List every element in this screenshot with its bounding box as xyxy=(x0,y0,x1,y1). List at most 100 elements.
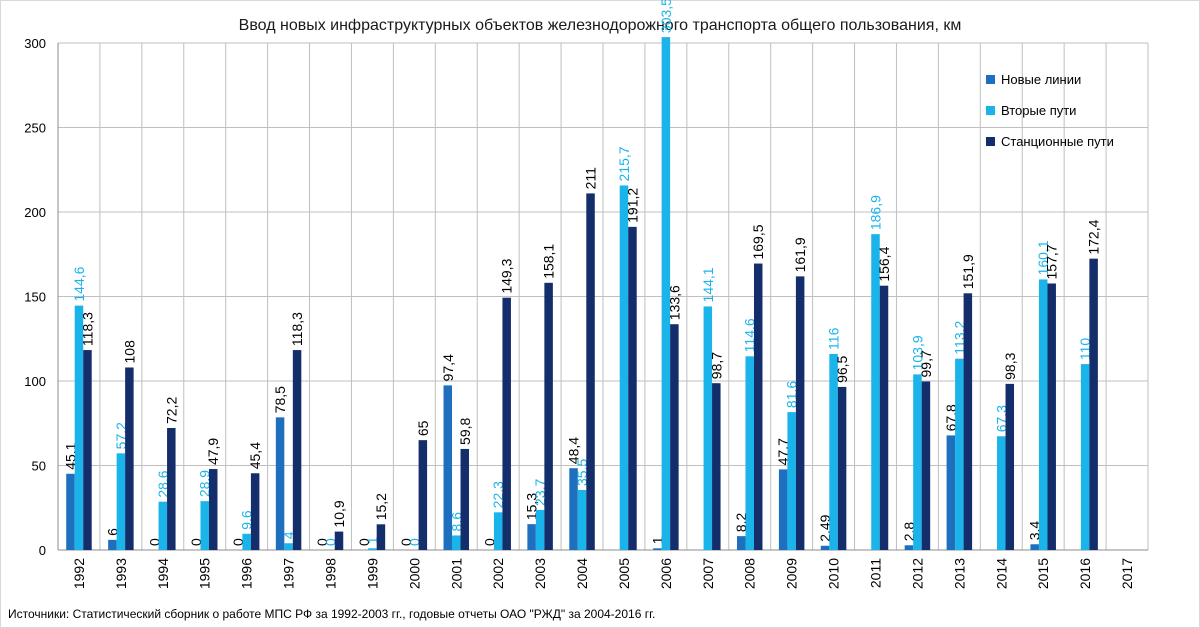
y-tick-label: 50 xyxy=(32,459,46,474)
data-label: 0 xyxy=(188,538,204,546)
bar-2 xyxy=(787,412,796,550)
x-tick-label: 1997 xyxy=(281,558,297,589)
legend-item-new-lines: Новые линии xyxy=(986,64,1114,95)
bar-3 xyxy=(83,350,92,550)
bar-3 xyxy=(586,193,595,550)
data-label: 67,3 xyxy=(993,405,1009,432)
x-tick-label: 2014 xyxy=(993,558,1009,589)
data-label: 35,5 xyxy=(574,459,590,486)
bar-3 xyxy=(460,448,470,550)
data-label: 45,4 xyxy=(247,442,263,469)
legend-item-second-tracks: Вторые пути xyxy=(986,95,1114,126)
data-label: 78,5 xyxy=(272,386,288,413)
bar-3 xyxy=(125,367,134,550)
data-label: 144,6 xyxy=(71,266,87,301)
bar-1 xyxy=(527,524,536,550)
data-label: 2,8 xyxy=(901,522,917,542)
data-label: 118,3 xyxy=(79,312,95,346)
y-tick-label: 250 xyxy=(24,121,46,136)
bar-2 xyxy=(200,501,209,550)
x-tick-label: 2009 xyxy=(784,558,800,589)
bar-3 xyxy=(544,282,553,550)
data-label: 15,2 xyxy=(373,493,389,520)
legend-swatch-second-tracks xyxy=(986,106,995,115)
data-label: 161,9 xyxy=(792,237,808,272)
y-tick-label: 200 xyxy=(24,205,46,220)
bar-3 xyxy=(670,324,679,550)
x-tick-label: 2002 xyxy=(490,558,506,589)
data-label: 8,2 xyxy=(733,512,749,532)
bar-3 xyxy=(292,350,302,550)
x-tick-label: 2012 xyxy=(909,558,925,589)
bar-3 xyxy=(921,381,931,550)
data-label: 303,5 xyxy=(658,0,674,33)
bar-2 xyxy=(913,374,922,550)
x-tick-label: 2004 xyxy=(574,558,590,589)
x-tick-label: 1998 xyxy=(323,558,339,589)
bar-2 xyxy=(452,535,461,550)
chart-title: Ввод новых инфраструктурных объектов жел… xyxy=(238,17,962,34)
bar-1 xyxy=(569,468,578,550)
bar-1 xyxy=(443,385,453,550)
data-label: 0 xyxy=(356,538,372,546)
bar-1 xyxy=(904,545,914,550)
data-label: 67,8 xyxy=(943,404,959,431)
bar-1 xyxy=(778,469,788,550)
data-label: 96,5 xyxy=(834,355,850,382)
data-label: 172,4 xyxy=(1086,219,1102,254)
x-tick-label: 1999 xyxy=(364,558,380,589)
data-label: 72,2 xyxy=(163,397,179,424)
bar-2 xyxy=(619,185,629,551)
bar-3 xyxy=(628,226,637,550)
data-label: 47,7 xyxy=(775,438,791,465)
data-label: 28,9 xyxy=(197,470,213,497)
data-label: 160,1 xyxy=(1035,240,1051,275)
bar-3 xyxy=(753,263,763,550)
x-tick-label: 2016 xyxy=(1077,558,1093,589)
legend-label-new-lines: Новые линии xyxy=(1001,72,1082,87)
bar-3 xyxy=(1005,383,1015,550)
data-label: 23,7 xyxy=(532,478,548,505)
bar-1 xyxy=(275,417,285,550)
bar-3 xyxy=(1089,258,1098,550)
bar-2 xyxy=(577,490,587,550)
x-tick-label: 1992 xyxy=(71,558,87,589)
bar-3 xyxy=(208,469,218,550)
x-tick-label: 2003 xyxy=(532,558,548,589)
data-label: 65 xyxy=(415,420,431,436)
data-label: 57,2 xyxy=(113,422,129,449)
x-tick-label: 1996 xyxy=(239,558,255,589)
bar-2 xyxy=(242,533,251,550)
bar-3 xyxy=(250,473,260,550)
bar-2 xyxy=(955,358,964,550)
bar-3 xyxy=(1047,283,1056,550)
bar-2 xyxy=(368,548,377,550)
data-label: 156,4 xyxy=(876,246,892,281)
bar-2 xyxy=(1038,279,1048,550)
data-label: 28,6 xyxy=(155,470,171,497)
data-label: 48,4 xyxy=(566,437,582,464)
bar-1 xyxy=(946,435,956,550)
x-tick-label: 2008 xyxy=(742,558,758,589)
data-label: 0 xyxy=(146,538,162,546)
x-tick-label: 1994 xyxy=(155,558,171,589)
legend-item-station-tracks: Станционные пути xyxy=(986,126,1114,157)
y-tick-label: 0 xyxy=(39,543,46,558)
x-tick-label: 1995 xyxy=(197,558,213,589)
bar-2 xyxy=(997,436,1006,550)
data-label: 22,3 xyxy=(490,481,506,508)
bar-1 xyxy=(736,536,746,550)
data-label: 98,7 xyxy=(708,352,724,379)
x-tick-label: 2015 xyxy=(1035,558,1051,589)
data-label: 99,7 xyxy=(918,350,934,377)
bar-3 xyxy=(167,427,176,550)
bar-2 xyxy=(745,356,754,550)
data-label: 10,9 xyxy=(331,500,347,527)
data-label: 3,4 xyxy=(1027,521,1043,541)
data-label: 169,5 xyxy=(750,224,766,259)
bar-2 xyxy=(703,306,713,550)
data-label: 113,2 xyxy=(951,320,967,354)
data-label: 144,1 xyxy=(700,267,716,302)
x-tick-label: 2006 xyxy=(658,558,674,589)
